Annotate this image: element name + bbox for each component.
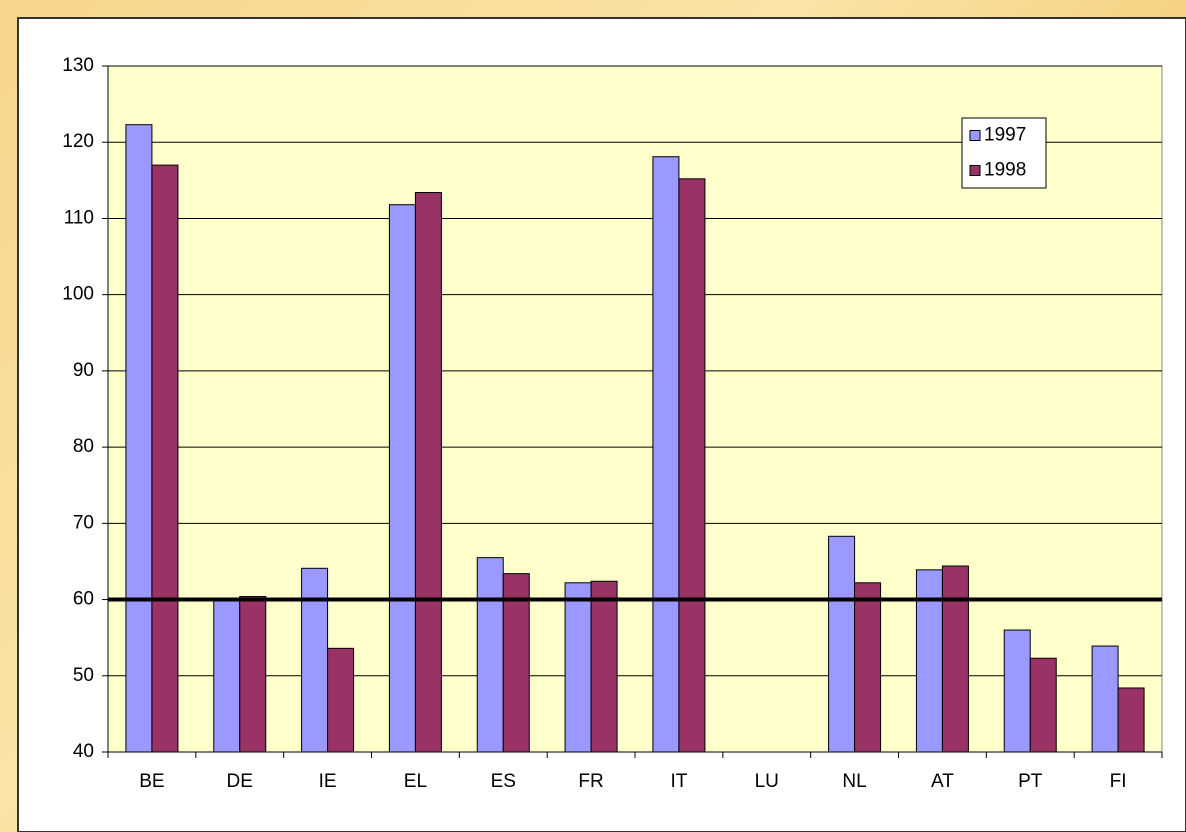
y-tick-label: 130 [62, 55, 94, 76]
x-tick-label: NL [842, 771, 866, 792]
x-tick-label: AT [931, 771, 954, 792]
x-tick-label: PT [1018, 771, 1043, 792]
y-tick-label: 40 [73, 741, 94, 762]
y-tick-label: 80 [73, 436, 94, 457]
legend-swatch [969, 130, 981, 141]
bar [151, 164, 179, 753]
bar [915, 569, 943, 753]
bar [1003, 629, 1031, 753]
legend-label: 1998 [984, 160, 1026, 181]
legend-box [961, 117, 1047, 189]
bar [564, 582, 592, 753]
legend-label: 1997 [984, 125, 1026, 146]
bar [1091, 645, 1119, 753]
legend-swatch [969, 165, 981, 176]
x-tick-label: FI [1110, 771, 1127, 792]
bar [301, 567, 329, 753]
y-tick-label: 70 [73, 512, 94, 533]
bar [828, 535, 856, 753]
x-tick-label: EL [404, 771, 427, 792]
bar [652, 156, 680, 753]
y-tick-label: 50 [73, 665, 94, 686]
y-tick-label: 110 [64, 207, 94, 228]
bar [678, 178, 706, 753]
bar [327, 647, 355, 753]
x-tick-label: DE [227, 771, 253, 792]
bar [590, 580, 618, 753]
bar [414, 192, 442, 753]
x-tick-label: BE [139, 771, 164, 792]
x-tick-label: LU [755, 771, 779, 792]
x-tick-label: IT [670, 771, 687, 792]
bar [1029, 657, 1057, 753]
bar [854, 582, 882, 753]
y-tick-label: 90 [73, 360, 94, 381]
bar [1117, 687, 1145, 753]
bar [239, 596, 267, 753]
y-tick-label: 120 [62, 131, 94, 152]
bar [502, 573, 530, 753]
y-tick-label: 100 [62, 284, 94, 305]
bar [213, 599, 241, 753]
x-tick-label: FR [578, 771, 603, 792]
bar [125, 124, 153, 753]
y-tick-label: 60 [73, 589, 94, 610]
bar [388, 204, 416, 753]
bar [941, 565, 969, 753]
x-tick-label: IE [319, 771, 337, 792]
x-tick-label: ES [491, 771, 516, 792]
bar [476, 557, 504, 753]
